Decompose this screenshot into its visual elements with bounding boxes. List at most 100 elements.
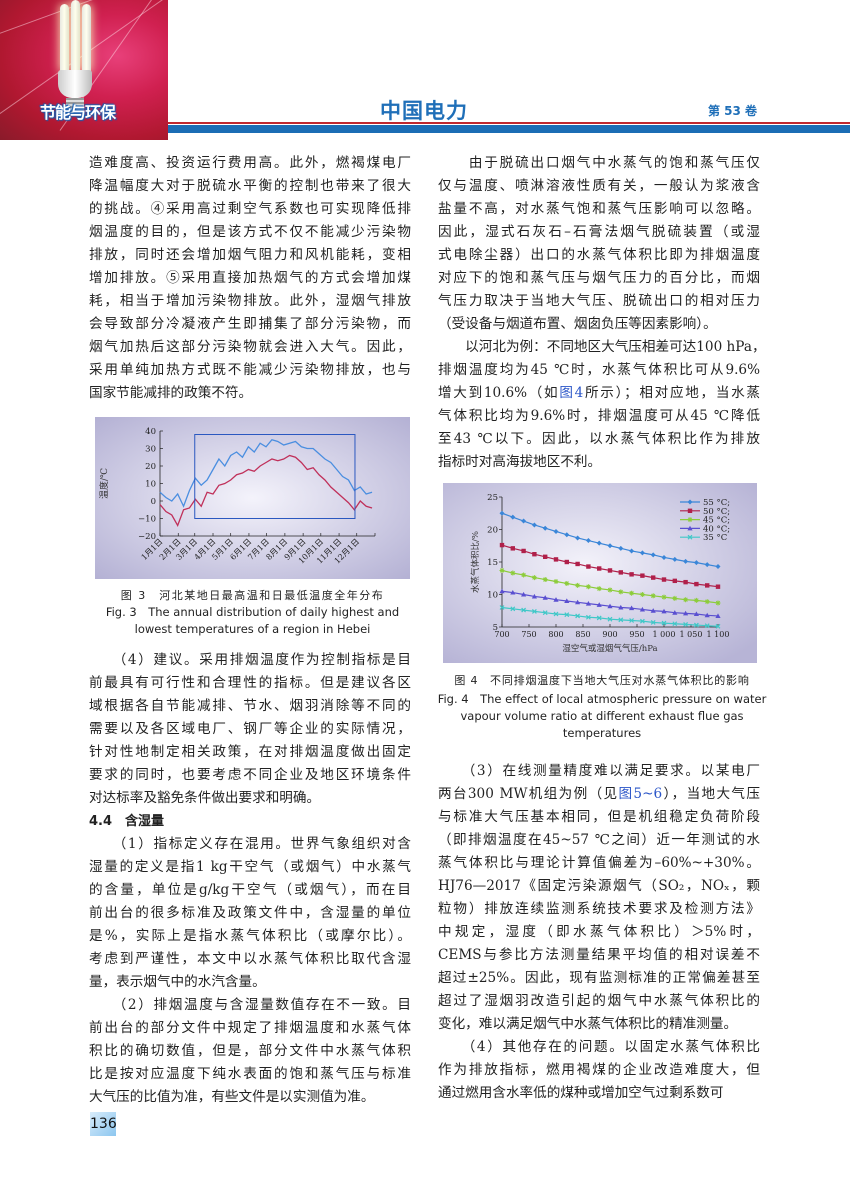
text-line: 量，表示烟气中的水汽含量。 xyxy=(89,974,266,990)
text-line: 是%，实际上是指水蒸气体积比（或摩尔比）。 xyxy=(89,928,411,944)
data-point xyxy=(715,613,721,618)
y-tick-label: 0 xyxy=(151,497,156,507)
data-point xyxy=(683,597,689,603)
text-line: 排放，同时还会增加烟气阻力和风机能耗，变相 xyxy=(89,247,411,263)
text-line: 超过了湿烟羽改造引起的烟气中水蒸气体积比的 xyxy=(438,993,760,1009)
text-line: 降温幅度大对于脱硫水平衡的控制也带来了很大 xyxy=(89,178,411,194)
data-point xyxy=(651,575,656,580)
x-tick-label: 1 100 xyxy=(707,630,730,639)
figure-4: 25 20 15 10 5 700 750 800 850 900 950 1 000 1 050 1 1… xyxy=(443,483,757,663)
series-daily-low xyxy=(159,454,373,528)
legend-label: 40 °C; xyxy=(703,524,730,534)
text-line: （1）指标定义存在混用。世界气象组织对含 xyxy=(89,836,411,852)
y-tick-label: 20 xyxy=(145,462,156,472)
series-daily-high xyxy=(159,439,373,508)
header-rule-red xyxy=(168,122,850,124)
data-point xyxy=(693,560,699,566)
y-axis-label: 水蒸气体积比/% xyxy=(470,531,481,593)
data-point xyxy=(521,548,526,554)
data-point xyxy=(693,622,699,628)
data-point xyxy=(585,601,591,606)
y-tick-label: 25 xyxy=(487,493,498,503)
data-point xyxy=(575,599,581,605)
figure-3-chart: 403020100−10−20温度/℃1月1日2月1日3月1日4月1日5月1日6… xyxy=(95,417,410,579)
text-line: 式电除尘器）出口的水蒸气体积比即为排烟温度 xyxy=(438,247,760,263)
data-point xyxy=(683,579,688,585)
text-line: 气体积比均为9.6%时，排烟温度可从45 ℃降低 xyxy=(438,408,760,424)
text-line: 排烟温度均为45 ℃时，水蒸气体积比可从9.6% xyxy=(438,362,760,378)
left-column-top: 造难度高、投资运行费用高。此外，燃褐煤电厂 降温幅度大对于脱硫水平衡的控制也带来了… xyxy=(89,152,411,405)
data-point xyxy=(650,620,656,625)
section-heading: 4.4 含湿量 xyxy=(89,814,165,829)
data-point xyxy=(629,605,635,611)
text-line: 要求的同时，也要考虑不同企业及地区环境条件 xyxy=(89,767,411,783)
x-tick-label: 700 xyxy=(494,630,509,639)
text-line: 考虑到严谨性，本文中以水蒸气体积比取代含湿 xyxy=(89,951,411,967)
x-axis-label: 湿空气或湿烟气气压/hPa xyxy=(562,643,657,654)
caption-en-line3: temperatures xyxy=(562,726,642,740)
caption-en-line1: Fig. 4 The effect of local atmospheric p… xyxy=(437,692,767,706)
data-point xyxy=(618,570,623,575)
data-point xyxy=(640,573,645,578)
data-point xyxy=(564,598,570,603)
text-line: 的挑战。④采用高过剩空气系数也可实现降低排 xyxy=(89,201,411,217)
data-point xyxy=(553,528,559,534)
data-point xyxy=(661,608,667,614)
caption-zh: 图 4 不同排烟温度下当地大气压对水蒸气体积比的影响 xyxy=(454,674,750,687)
x-tick-label: 1 050 xyxy=(680,630,703,639)
text-line: （3）在线测量精度难以满足要求。以某电厂 xyxy=(438,763,760,779)
data-point xyxy=(629,618,635,623)
data-point xyxy=(693,597,699,603)
highlight-box xyxy=(194,434,356,519)
data-point xyxy=(618,604,624,610)
data-point xyxy=(596,602,602,607)
caption-en-line1: Fig. 3 The annual distribution of daily … xyxy=(105,605,400,619)
data-point xyxy=(672,610,678,615)
data-point xyxy=(575,582,581,588)
data-point xyxy=(661,577,667,582)
figure-reference-link[interactable]: 图4 xyxy=(559,385,584,401)
data-point xyxy=(672,556,678,562)
text-line: 超过±25%。因此，现有监测标准的正常偏差甚至 xyxy=(438,970,760,986)
figure-3-caption: 图 3 河北某地日最高温和日最低温度全年分布 Fig. 3 The annual… xyxy=(90,587,415,638)
text-line: 采用单纯加热方式既不能减少污染物排放，也与 xyxy=(89,362,411,378)
text-segment: 两台300 MW机组为例（见 xyxy=(438,786,619,802)
legend-label: 35 °C xyxy=(703,533,727,543)
text-line: 指标时对高海拔地区不利。 xyxy=(438,454,602,470)
data-point xyxy=(575,613,581,619)
data-point xyxy=(531,575,537,581)
text-line: 粒物）排放连续监测系统技术要求及检测方法》 xyxy=(438,901,760,917)
data-point xyxy=(596,540,602,546)
data-point xyxy=(639,618,645,624)
text-line: 比是按对应温度下纯水表面的饱和蒸气压与标准 xyxy=(89,1066,411,1082)
text-line: 烟气加热后这部分污染物就会进入大气。因此， xyxy=(89,339,411,355)
text-line: HJ76—2017《固定污染源烟气（SO₂，NOₓ，颗 xyxy=(438,878,760,894)
data-point xyxy=(553,557,559,562)
legend-marker xyxy=(687,517,693,523)
y-tick-label: 5 xyxy=(493,623,498,633)
data-point xyxy=(499,567,505,573)
chart-background xyxy=(95,417,410,579)
legend-label: 45 °C; xyxy=(703,516,730,526)
data-point xyxy=(650,608,656,613)
right-column-top: 由于脱硫出口烟气中水蒸气的饱和蒸气压仅 仅与温度、喷淋溶液性质有关，一般认为浆液含… xyxy=(438,152,766,474)
data-point xyxy=(629,590,635,596)
figure-reference-link[interactable]: 图5~6 xyxy=(618,786,663,802)
legend-marker xyxy=(687,499,693,505)
x-tick-label: 750 xyxy=(521,630,536,639)
data-point xyxy=(607,603,613,609)
text-line: CEMS与参比方法测量结果平均值的相对误差不 xyxy=(438,947,760,963)
right-column-bottom: （3）在线测量精度难以满足要求。以某电厂 两台300 MW机组为例（见图5~6），… xyxy=(438,760,760,1105)
data-point xyxy=(607,587,613,593)
data-point xyxy=(715,623,721,629)
section-tag: 节能与环保 xyxy=(40,103,116,122)
text-line: 需要以及各区域电厂、钢厂等企业的实际情况， xyxy=(89,721,411,737)
data-point xyxy=(521,591,527,597)
text-line: 因此，湿式石灰石–石膏法烟气脱硫装置（或湿 xyxy=(438,224,760,240)
data-point xyxy=(672,578,677,584)
data-point xyxy=(542,577,548,583)
text-line: 增大到10.6%（如图4所示）；相对应地，当水蒸 xyxy=(438,382,760,405)
text-line: 至43 ℃以下。因此，以水蒸气体积比作为排放 xyxy=(438,431,760,447)
y-tick-label: −10 xyxy=(138,515,156,525)
